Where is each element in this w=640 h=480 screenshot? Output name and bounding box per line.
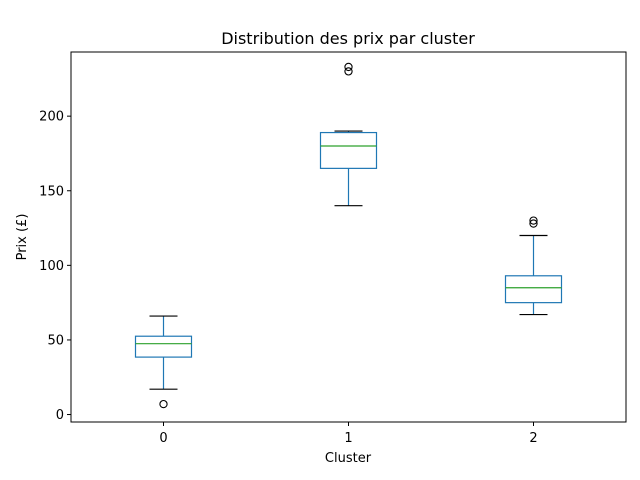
iqr-box <box>134 335 193 358</box>
y-axis-label: Prix (£) <box>15 214 30 261</box>
outlier-point <box>344 67 353 76</box>
chart-title: Distribution des prix par cluster <box>221 29 475 48</box>
boxes <box>134 62 563 409</box>
outlier-point <box>344 62 353 72</box>
box-group-2 <box>504 216 563 316</box>
y-tick-label: 100 <box>39 259 64 274</box>
plot-frame <box>70 51 627 423</box>
x-tick-label: 1 <box>344 431 352 446</box>
y-tick-label: 150 <box>39 184 64 199</box>
x-axis-label: Cluster <box>325 451 372 466</box>
y-tick-label: 50 <box>47 333 64 348</box>
axes: 0 50 100 150 200 0 1 2 <box>39 110 537 446</box>
x-tick-label: 2 <box>529 431 537 446</box>
box-group-1 <box>319 62 378 207</box>
x-tick-label: 0 <box>159 431 167 446</box>
outlier-point <box>529 216 538 225</box>
y-tick-label: 0 <box>56 408 64 423</box>
box-group-0 <box>134 315 193 409</box>
y-tick-label: 200 <box>39 110 64 125</box>
outlier-point <box>159 399 168 409</box>
iqr-box <box>504 275 563 304</box>
outlier-point <box>529 219 538 228</box>
iqr-box <box>319 131 378 169</box>
